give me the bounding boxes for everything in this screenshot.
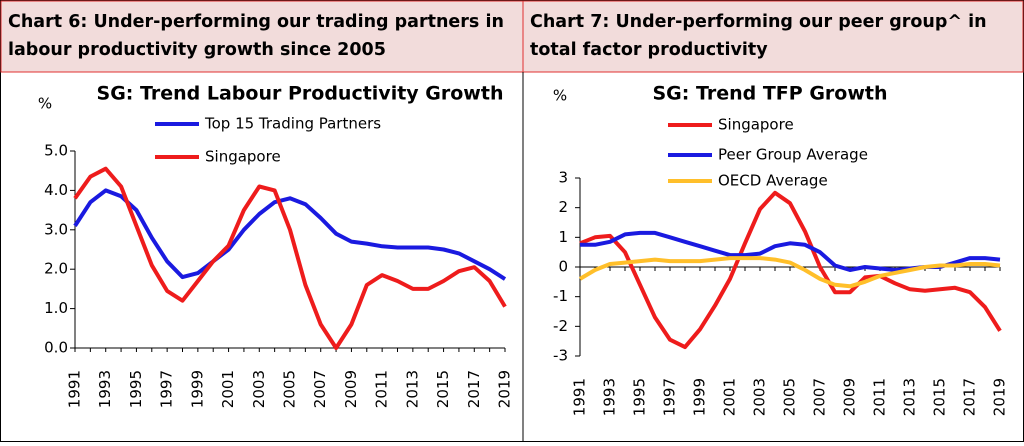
series-line [578, 256, 1001, 289]
x-tick-label: 1993 [601, 378, 619, 416]
y-tick-label: 1.0 [44, 299, 68, 317]
x-tick-label: 1997 [661, 378, 679, 416]
y-tick-label: 0 [558, 258, 568, 276]
x-tick-label: 2013 [403, 370, 421, 408]
x-tick-label: 2015 [931, 378, 949, 416]
legend-label: Singapore [718, 116, 794, 134]
x-tick-label: 2017 [465, 370, 483, 408]
x-tick-label: 1993 [96, 370, 114, 408]
y-tick-label: -3 [553, 347, 568, 365]
y-tick-label: 4.0 [44, 181, 68, 199]
x-tick-label: 2001 [721, 378, 739, 416]
y-tick-label: -1 [553, 287, 568, 305]
x-tick-label: 2011 [373, 370, 391, 408]
heading-box [0, 0, 524, 73]
heading: Chart 7: Under-performing our peer group… [530, 12, 987, 32]
x-tick-label: 1991 [571, 378, 589, 416]
heading: labour productivity growth since 2005 [8, 40, 386, 60]
legend-label: Peer Group Average [718, 146, 868, 164]
x-tick-label: 1999 [188, 370, 206, 408]
x-tick-label: 2001 [219, 370, 237, 408]
x-tick-label: 1995 [631, 378, 649, 416]
x-tick-label: 2019 [496, 370, 514, 408]
x-tick-label: 2017 [961, 378, 979, 416]
x-tick-label: 2005 [281, 370, 299, 408]
heading-box [522, 0, 1024, 73]
x-tick-label: 2009 [841, 378, 859, 416]
y-tick-label: 3.0 [44, 220, 68, 238]
x-tick-label: 2003 [250, 370, 268, 408]
series-line [73, 188, 507, 281]
y-tick-label: 1 [558, 228, 568, 246]
x-tick-label: 2011 [871, 378, 889, 416]
x-tick-label: 1995 [127, 370, 145, 408]
legend-label: OECD Average [718, 172, 828, 190]
x-tick-label: 2009 [342, 370, 360, 408]
x-tick-label: 2015 [434, 370, 452, 408]
y-tick-label: 2 [558, 198, 568, 216]
series-line [579, 190, 1002, 350]
y-tick-label: -2 [553, 317, 568, 335]
y-tick-label: 3 [558, 169, 568, 187]
y-axis-label: % [38, 95, 52, 113]
x-tick-label: 2007 [311, 370, 329, 408]
x-tick-label: 2013 [901, 378, 919, 416]
series-line [73, 166, 507, 350]
chart-title: SG: Trend Labour Productivity Growth [97, 83, 504, 105]
x-tick-label: 2003 [751, 378, 769, 416]
legend-label: Singapore [205, 148, 281, 166]
x-tick-label: 2019 [991, 378, 1009, 416]
y-tick-label: 0.0 [44, 339, 68, 357]
y-tick-label: 5.0 [44, 142, 68, 160]
x-tick-label: 1991 [66, 370, 84, 408]
chart-title: SG: Trend TFP Growth [652, 83, 887, 105]
x-tick-label: 1999 [691, 378, 709, 416]
y-tick-label: 2.0 [44, 260, 68, 278]
heading: Chart 6: Under-performing our trading pa… [8, 12, 504, 32]
y-axis-label: % [553, 87, 567, 105]
x-tick-label: 2005 [781, 378, 799, 416]
heading: total factor productivity [530, 40, 768, 60]
legend-label: Top 15 Trading Partners [204, 115, 381, 133]
x-tick-label: 1997 [158, 370, 176, 408]
x-tick-label: 2007 [811, 378, 829, 416]
